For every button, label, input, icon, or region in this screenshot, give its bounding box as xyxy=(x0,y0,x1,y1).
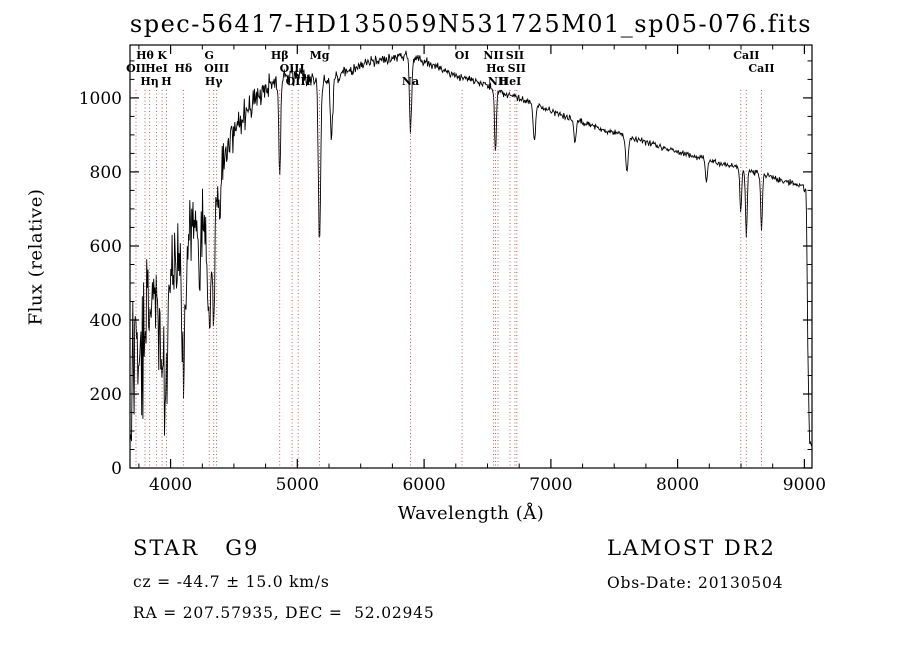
coordinates-text: RA = 207.57935, DEC = 52.02945 xyxy=(133,604,435,622)
spectral-line-label: Hγ xyxy=(205,75,223,88)
spectral-line-label: Na xyxy=(402,75,419,88)
plot-title: spec-56417-HD135059N531725M01_sp05-076.f… xyxy=(129,10,813,38)
spectral-line-label: HeI xyxy=(145,62,168,75)
object-class-text: STAR G9 xyxy=(133,536,260,560)
survey-text: LAMOST DR2 xyxy=(607,536,776,560)
spectral-line-label: CaII xyxy=(733,49,759,62)
x-tick-label: 9000 xyxy=(783,475,826,495)
spectral-line-label: SII xyxy=(508,62,526,75)
spectral-line-label: OIII xyxy=(280,62,305,75)
cz-text: cz = -44.7 ± 15.0 km/s xyxy=(133,573,330,591)
spectral-line-label: Hα xyxy=(486,62,505,75)
x-tick-label: 5000 xyxy=(276,475,319,495)
x-tick-label: 4000 xyxy=(149,475,192,495)
spectral-line-label: HeI xyxy=(499,75,522,88)
spectral-line-label: H xyxy=(161,75,171,88)
x-axis-label: Wavelength (Å) xyxy=(397,503,545,524)
spectrum-trace xyxy=(130,50,812,447)
spectral-line-label: G xyxy=(204,49,213,62)
spectral-line-label: OII xyxy=(126,62,146,75)
spectral-line-label: OIII xyxy=(204,62,229,75)
x-tick-label: 7000 xyxy=(529,475,572,495)
spectral-line-label: NII xyxy=(488,75,508,88)
y-tick-label: 800 xyxy=(90,163,122,183)
obs-date-text: Obs-Date: 20130504 xyxy=(607,574,784,592)
spectral-line-label: Hβ xyxy=(271,49,289,62)
spectral-line-label: OI xyxy=(455,49,470,62)
y-tick-label: 400 xyxy=(90,311,122,331)
spectral-line-label: Hη xyxy=(140,75,158,88)
spectral-line-label: Hδ xyxy=(175,62,193,75)
spectral-line-label: OIII xyxy=(286,75,311,88)
x-tick-label: 6000 xyxy=(402,475,445,495)
spectral-line-label: SII xyxy=(506,49,524,62)
axes-box xyxy=(129,44,813,469)
spectral-line-label: NII xyxy=(483,49,503,62)
spectral-line-label: K xyxy=(157,49,167,62)
y-tick-label: 200 xyxy=(90,385,122,405)
spectral-line-label: Mg xyxy=(310,49,330,62)
y-tick-label: 1000 xyxy=(79,89,122,109)
spectral-line-label: Hθ xyxy=(136,49,154,62)
y-tick-label: 0 xyxy=(111,459,122,479)
y-tick-label: 600 xyxy=(90,237,122,257)
spectral-line-label: CaII xyxy=(748,62,774,75)
x-tick-label: 8000 xyxy=(656,475,699,495)
